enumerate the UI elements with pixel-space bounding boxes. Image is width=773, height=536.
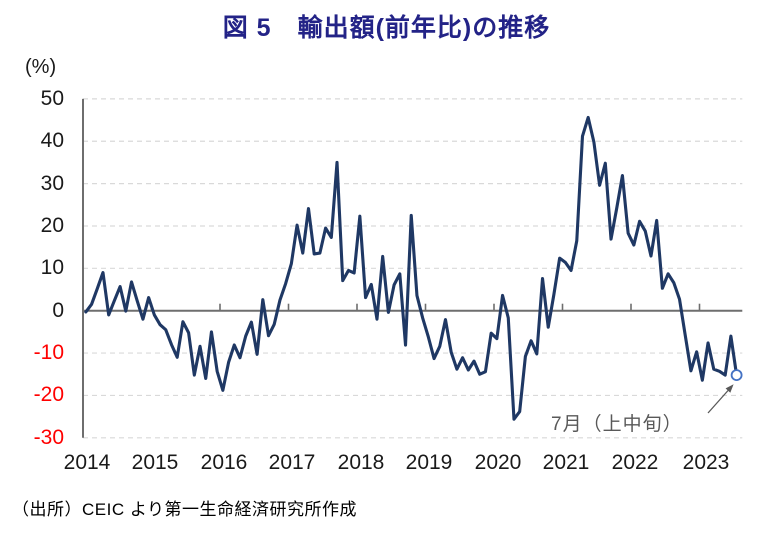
- chart-title: 図 5 輸出額(前年比)の推移: [222, 14, 551, 42]
- last-point-annotation: 7月（上中旬）: [551, 414, 683, 435]
- y-tick-label-50: 50: [40, 87, 64, 110]
- y-tick-label-0: 0: [52, 299, 64, 322]
- export-yoy-line: [84, 115, 739, 421]
- annotation-arrow: [707, 384, 734, 414]
- x-tick-label-2021: 2021: [542, 451, 590, 474]
- x-tick-label-2017: 2017: [268, 451, 316, 474]
- y-tick-label-10: 10: [40, 256, 64, 279]
- x-tick-label-2023: 2023: [682, 451, 730, 474]
- y-tick-label-40: 40: [40, 129, 64, 152]
- axes-lines: [82, 98, 743, 438]
- x-tick-label-2019: 2019: [405, 451, 453, 474]
- y-tick-label-neg20: -20: [33, 383, 64, 406]
- y-tick-label-30: 30: [40, 172, 64, 195]
- y-tick-label-20: 20: [40, 214, 64, 237]
- y-tick-label-neg10: -10: [33, 341, 64, 364]
- source-note: （出所）CEIC より第一生命経済研究所作成: [12, 500, 357, 519]
- last-point-marker: [730, 369, 743, 382]
- y-tick-label-neg30: -30: [33, 426, 64, 449]
- x-tick-label-2022: 2022: [611, 451, 659, 474]
- x-tick-label-2020: 2020: [474, 451, 522, 474]
- gridlines: [83, 98, 743, 439]
- x-tick-label-2018: 2018: [337, 451, 385, 474]
- x-tick-label-2014: 2014: [63, 451, 111, 474]
- x-tick-label-2015: 2015: [131, 451, 179, 474]
- x-tick-label-2016: 2016: [200, 451, 248, 474]
- y-axis-unit-label: (%): [25, 56, 57, 78]
